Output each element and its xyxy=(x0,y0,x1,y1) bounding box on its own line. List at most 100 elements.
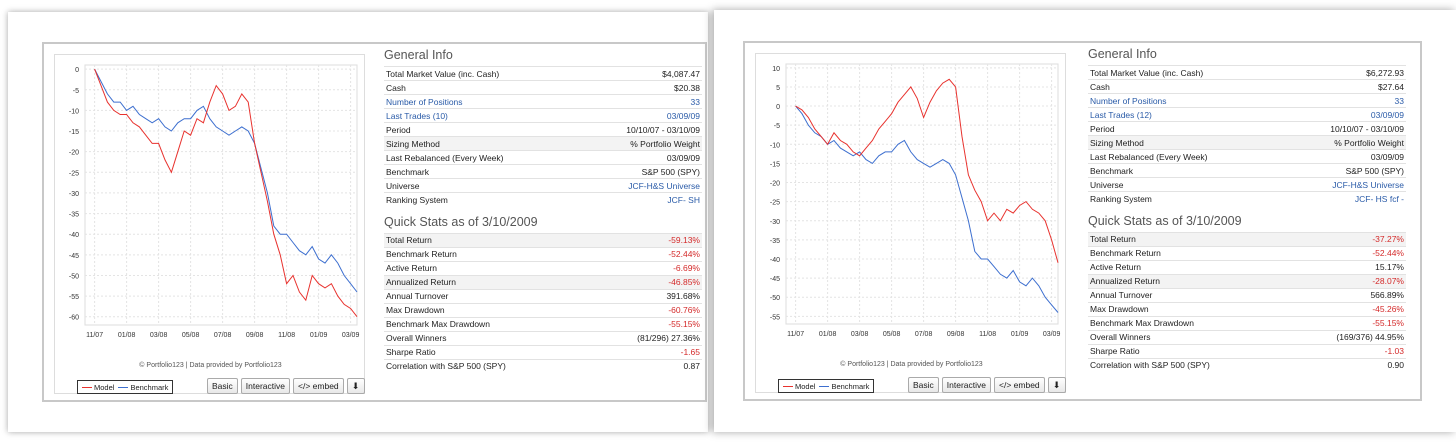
general_info-value[interactable]: JCF- SH xyxy=(577,192,702,207)
general_info-value: S&P 500 (SPY) xyxy=(1281,163,1406,178)
general_info-row[interactable]: Number of Positions 33 xyxy=(384,94,702,109)
general_info-row[interactable]: Last Trades (12) 03/09/09 xyxy=(1088,107,1406,122)
plot-area xyxy=(84,64,358,326)
embed-button[interactable]: </> embed xyxy=(293,378,344,394)
interactive-button[interactable]: Interactive xyxy=(240,378,291,394)
general_info-value: 10/10/07 - 03/10/09 xyxy=(1281,121,1406,136)
embed-button[interactable]: </> embed xyxy=(994,377,1045,393)
x-tick-label: 09/08 xyxy=(246,332,264,339)
general_info-row[interactable]: Universe JCF-H&S Universe xyxy=(384,178,702,193)
general_info-value[interactable]: JCF-H&S Universe xyxy=(1281,177,1406,192)
quick_stats-value: 0.87 xyxy=(590,358,702,373)
quick_stats-value: (169/376) 44.95% xyxy=(1289,329,1406,344)
quick_stats-value: -1.65 xyxy=(590,344,702,359)
general_info-label: Total Market Value (inc. Cash) xyxy=(384,66,578,81)
general_info-label[interactable]: Number of Positions xyxy=(1088,93,1282,108)
y-tick-label: -10 xyxy=(770,142,780,149)
general_info-row[interactable]: Universe JCF-H&S Universe xyxy=(1088,177,1406,192)
legend-model-swatch xyxy=(82,386,92,389)
general_info-label[interactable]: Last Trades (10) xyxy=(384,108,578,123)
x-tick-label: 03/08 xyxy=(150,332,168,339)
quick_stats-value: -46.85% xyxy=(590,274,702,289)
x-tick-label: 11/07 xyxy=(787,331,804,338)
general_info-value[interactable]: 03/09/09 xyxy=(577,108,702,123)
chart-svg: 10 5 0 -5 -10 -15 -20 -25 -30 -35 -40 -45 -50 -55 11/0… xyxy=(770,63,1060,338)
quick_stats-row: Annualized Return -46.85% xyxy=(384,274,702,289)
quick_stats-row: Sharpe Ratio -1.65 xyxy=(384,344,702,359)
quick_stats-label: Annualized Return xyxy=(1088,273,1290,288)
general_info-row[interactable]: Ranking System JCF- HS fcf - xyxy=(1088,191,1406,206)
general_info-value[interactable]: JCF- HS fcf - xyxy=(1281,191,1406,206)
general-info-title: General Info xyxy=(384,48,453,62)
legend-model-label: Model xyxy=(795,381,816,391)
quick_stats-label: Benchmark Return xyxy=(1088,245,1290,260)
download-icon[interactable]: ⬇ xyxy=(1047,377,1066,393)
y-tick-label: -35 xyxy=(69,212,79,219)
x-tick-label: 05/08 xyxy=(182,332,200,339)
general_info-row: Cash $27.64 xyxy=(1088,79,1406,94)
quick_stats-label: Benchmark Max Drawdown xyxy=(1088,315,1290,330)
y-tick-label: -5 xyxy=(73,88,79,95)
general_info-label: Ranking System xyxy=(384,192,578,207)
legend-model[interactable]: Model xyxy=(783,382,815,391)
general_info-value: 03/09/09 xyxy=(1281,149,1406,164)
general-info-title: General Info xyxy=(1088,47,1157,61)
chart-legend[interactable]: Model Benchmark xyxy=(77,380,174,394)
y-tick-label: -15 xyxy=(69,129,79,136)
general_info-value[interactable]: 33 xyxy=(1281,93,1406,108)
series-line-benchmark xyxy=(94,68,358,293)
general_info-label[interactable]: Number of Positions xyxy=(384,94,578,109)
x-tick-label: 07/08 xyxy=(214,332,232,339)
quick_stats-row: Active Return -6.69% xyxy=(384,260,702,275)
x-tick-label: 11/08 xyxy=(278,332,295,339)
interactive-button[interactable]: Interactive xyxy=(941,377,992,393)
y-tick-label: -30 xyxy=(69,191,79,198)
general_info-row[interactable]: Ranking System JCF- SH xyxy=(384,192,702,207)
general_info-row[interactable]: Last Trades (10) 03/09/09 xyxy=(384,108,702,123)
legend-model-swatch xyxy=(783,385,793,388)
quick_stats-value: 0.90 xyxy=(1289,357,1406,372)
general_info-value: $27.64 xyxy=(1281,79,1406,94)
quick_stats-row: Correlation with S&P 500 (SPY) 0.87 xyxy=(384,358,702,373)
legend-benchmark[interactable]: Benchmark xyxy=(118,383,168,392)
general_info-row[interactable]: Number of Positions 33 xyxy=(1088,93,1406,108)
quick_stats-row: Active Return 15.17% xyxy=(1088,259,1406,274)
general_info-value[interactable]: JCF-H&S Universe xyxy=(577,178,702,193)
x-tick-label: 07/08 xyxy=(915,331,933,338)
general_info-row: Period 10/10/07 - 03/10/09 xyxy=(384,122,702,137)
legend-benchmark[interactable]: Benchmark xyxy=(819,382,869,391)
general-info-table: Total Market Value (inc. Cash) $6,272.93 C… xyxy=(1088,65,1406,206)
chart-svg: 0 -5 -10 -15 -20 -25 -30 -35 -40 -45 -50 -55 -60 11/0… xyxy=(69,64,359,339)
y-tick-label: -55 xyxy=(770,314,780,321)
y-tick-label: 0 xyxy=(776,104,780,111)
general_info-label: Universe xyxy=(1088,177,1282,192)
chart-buttons: Basic Interactive </> embed ⬇ xyxy=(207,378,365,394)
y-tick-label: -50 xyxy=(69,273,79,280)
legend-model[interactable]: Model xyxy=(82,383,114,392)
download-icon[interactable]: ⬇ xyxy=(346,378,365,394)
quick-stats-title: Quick Stats as of 3/10/2009 xyxy=(1088,213,1242,228)
general_info-label[interactable]: Last Trades (12) xyxy=(1088,107,1282,122)
legend-benchmark-swatch xyxy=(819,385,830,388)
quick_stats-value: -55.15% xyxy=(590,316,702,331)
general_info-value[interactable]: 03/09/09 xyxy=(1281,107,1406,122)
quick-stats-table: Total Return -59.13% Benchmark Return -52.4… xyxy=(384,232,702,373)
quick_stats-label: Sharpe Ratio xyxy=(1088,343,1290,358)
y-tick-label: -40 xyxy=(69,232,79,239)
y-tick-label: -60 xyxy=(69,315,79,322)
general_info-label: Last Rebalanced (Every Week) xyxy=(1088,149,1282,164)
quick_stats-label: Benchmark Max Drawdown xyxy=(384,316,591,331)
chart-legend[interactable]: Model Benchmark xyxy=(778,379,875,393)
general_info-row: Sizing Method% Portfolio Weight xyxy=(1088,135,1406,150)
basic-button[interactable]: Basic xyxy=(908,377,939,393)
quick_stats-value: -37.27% xyxy=(1289,231,1406,246)
general_info-value: $6,272.93 xyxy=(1281,65,1406,80)
series-line-model xyxy=(94,68,358,318)
general_info-label: Ranking System xyxy=(1088,191,1282,206)
quick_stats-value: -55.15% xyxy=(1289,315,1406,330)
quick_stats-row: Sharpe Ratio -1.03 xyxy=(1088,343,1406,358)
basic-button[interactable]: Basic xyxy=(207,378,238,394)
general_info-label: Benchmark xyxy=(384,164,578,179)
quick_stats-label: Sharpe Ratio xyxy=(384,344,591,359)
general_info-value[interactable]: 33 xyxy=(577,94,702,109)
